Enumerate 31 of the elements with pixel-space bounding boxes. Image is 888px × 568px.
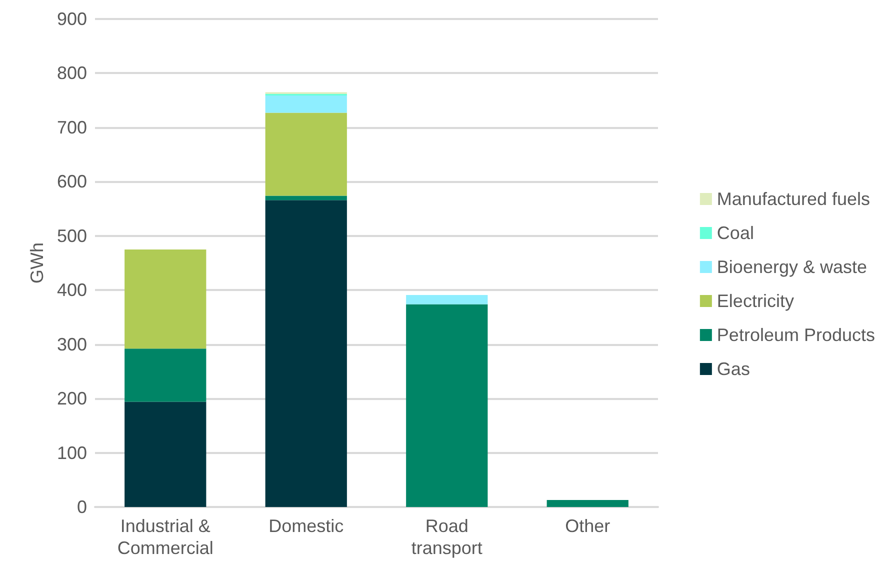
bar bbox=[124, 348, 206, 402]
bar bbox=[265, 196, 347, 200]
y-tick-label: 400 bbox=[56, 280, 87, 300]
legend-label: Petroleum Products bbox=[716, 325, 876, 345]
legend-label: Coal bbox=[716, 223, 754, 243]
y-tick-label: 500 bbox=[56, 226, 87, 246]
y-tick-label: 100 bbox=[56, 442, 87, 463]
y-tick-label: 600 bbox=[56, 172, 87, 192]
y-tick-label: 900 bbox=[56, 9, 87, 29]
bar bbox=[265, 112, 347, 196]
bar bbox=[265, 95, 347, 113]
legend-label: Electricity bbox=[716, 291, 794, 311]
legend-label: Gas bbox=[716, 359, 750, 379]
x-tick-label: Industrial & Commercial bbox=[117, 516, 214, 558]
bar bbox=[124, 249, 206, 349]
x-tick-label: Domestic bbox=[268, 516, 344, 536]
legend-label: Manufactured fuels bbox=[716, 189, 870, 209]
legend-label: Bioenergy & waste bbox=[716, 257, 868, 277]
x-tick-label: Other bbox=[565, 516, 610, 536]
y-tick-label: 200 bbox=[56, 388, 87, 409]
bar bbox=[406, 294, 488, 304]
bar bbox=[546, 500, 628, 507]
bar bbox=[265, 200, 347, 507]
bar bbox=[124, 402, 206, 507]
y-tick-label: 700 bbox=[56, 117, 87, 138]
bar bbox=[406, 304, 488, 507]
x-tick-label: Road transport bbox=[411, 516, 482, 558]
y-tick-label: 800 bbox=[56, 63, 87, 84]
y-axis-title: GWh bbox=[27, 242, 48, 284]
y-tick-label: 0 bbox=[76, 497, 87, 517]
y-tick-label: 300 bbox=[56, 334, 87, 354]
